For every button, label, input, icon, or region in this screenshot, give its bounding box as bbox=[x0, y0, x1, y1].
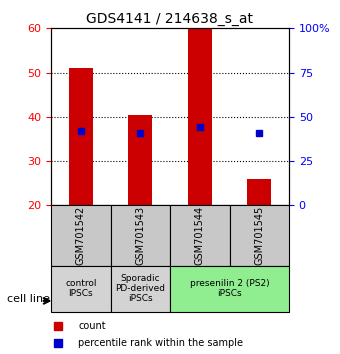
Text: Sporadic
PD-derived
iPSCs: Sporadic PD-derived iPSCs bbox=[115, 274, 165, 303]
Text: GSM701544: GSM701544 bbox=[195, 206, 205, 265]
Bar bbox=[230, 205, 289, 266]
Bar bbox=[188, 28, 211, 205]
Bar bbox=[170, 266, 289, 312]
Bar bbox=[69, 68, 92, 205]
Title: GDS4141 / 214638_s_at: GDS4141 / 214638_s_at bbox=[86, 12, 254, 26]
Text: GSM701542: GSM701542 bbox=[76, 206, 86, 265]
Text: presenilin 2 (PS2)
iPSCs: presenilin 2 (PS2) iPSCs bbox=[190, 279, 269, 298]
Text: cell line: cell line bbox=[7, 294, 50, 304]
Text: control
IPSCs: control IPSCs bbox=[65, 279, 97, 298]
Bar bbox=[170, 205, 230, 266]
Text: count: count bbox=[79, 321, 106, 331]
Bar bbox=[110, 266, 170, 312]
Bar bbox=[247, 179, 271, 205]
Bar bbox=[110, 205, 170, 266]
Text: GSM701545: GSM701545 bbox=[254, 206, 264, 265]
Text: GSM701543: GSM701543 bbox=[135, 206, 145, 265]
Text: percentile rank within the sample: percentile rank within the sample bbox=[79, 338, 243, 348]
Bar bbox=[51, 266, 110, 312]
Bar bbox=[51, 205, 110, 266]
Bar bbox=[129, 115, 152, 205]
